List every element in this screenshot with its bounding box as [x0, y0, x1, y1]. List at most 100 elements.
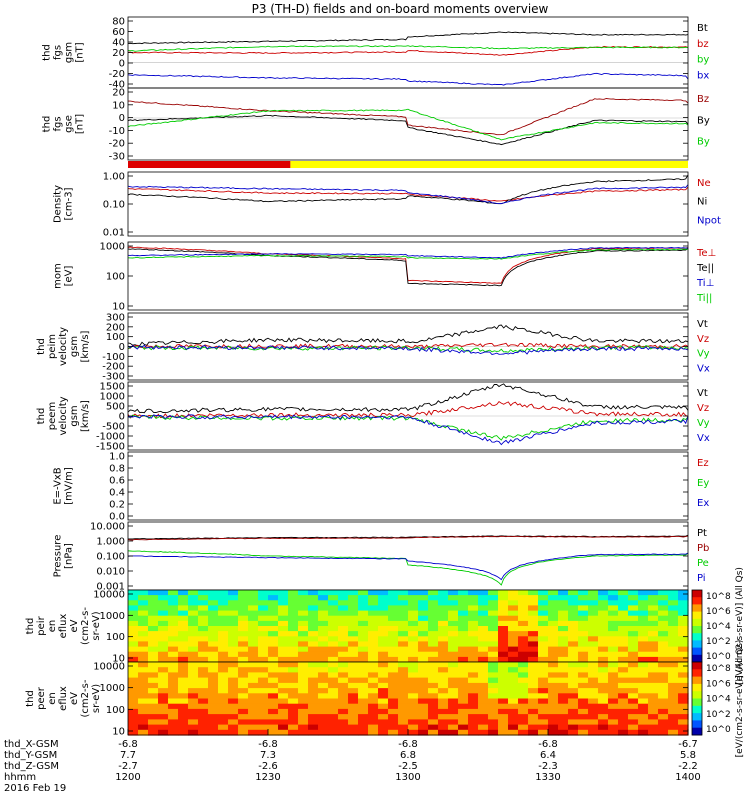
spectrogram-cell	[308, 641, 319, 648]
spectrogram-cell	[438, 667, 449, 673]
spectrogram-cell	[638, 662, 649, 668]
spectrogram-cell	[638, 631, 649, 637]
y-axis-label: gse	[64, 115, 75, 133]
y-axis-label: peim	[47, 334, 58, 359]
spectrogram-cell	[268, 724, 279, 731]
spectrogram-cell	[618, 610, 629, 617]
spectrogram-cell	[258, 714, 269, 720]
spectrogram-cell	[488, 662, 499, 668]
spectrogram-cell	[608, 651, 619, 658]
legend-label: Vy	[697, 418, 710, 429]
spectrogram-cell	[268, 656, 279, 663]
spectrogram-cell	[298, 600, 309, 606]
spectrogram-cell	[168, 714, 179, 720]
spectrogram-cell	[638, 698, 649, 705]
spectrogram-cell	[658, 677, 669, 684]
spectrogram-cell	[518, 600, 529, 606]
spectrogram-cell	[548, 724, 559, 731]
spectrogram-cell	[518, 662, 529, 668]
y-axis-label: fgs	[53, 116, 64, 131]
spectrogram-cell	[658, 662, 669, 668]
spectrogram-cell	[508, 636, 519, 642]
spectrogram-cell	[168, 651, 179, 658]
spectrogram-cell	[188, 656, 199, 663]
spectrogram-cell	[358, 714, 369, 720]
spectrogram-cell	[418, 719, 429, 726]
spectrogram-cell	[368, 698, 379, 705]
spectrogram-cell	[168, 719, 179, 726]
spectrogram-cell	[638, 605, 649, 612]
y-tick-label: 100	[106, 332, 125, 343]
spectrogram-cell	[508, 672, 519, 679]
spectrogram-cell	[188, 698, 199, 705]
spectrogram-cell	[208, 615, 219, 622]
spectrogram-cell	[448, 682, 459, 689]
spectrogram-cell	[618, 714, 629, 720]
spectrogram-cell	[468, 631, 479, 637]
spectrogram-cell	[358, 656, 369, 663]
spectrogram-cell	[318, 636, 329, 642]
spectrogram-cell	[378, 651, 389, 658]
spectrogram-cell	[228, 708, 239, 715]
colorbar-segment	[692, 647, 702, 656]
spectrogram-cell	[528, 641, 539, 648]
y-axis-label: [nT]	[75, 42, 86, 62]
spectrogram-cell	[218, 636, 229, 642]
spectrogram-cell	[178, 590, 189, 596]
spectrogram-cell	[588, 662, 599, 668]
spectrogram-cell	[558, 610, 569, 617]
spectrogram-cell	[458, 615, 469, 622]
spectrogram-cell	[358, 595, 369, 601]
spectrogram-cell	[188, 595, 199, 601]
spectrogram-cell	[608, 610, 619, 617]
spectrogram-cell	[498, 677, 509, 684]
spectrogram-cell	[538, 667, 549, 673]
spectrogram-cell	[398, 682, 409, 689]
spectrogram-cell	[218, 590, 229, 596]
spectrogram-cell	[468, 667, 479, 673]
spectrogram-cell	[158, 703, 169, 710]
spectrogram-cell	[438, 636, 449, 642]
spectrogram-cell	[518, 672, 529, 679]
spectrogram-cell	[238, 667, 249, 673]
spectrogram-cell	[588, 595, 599, 601]
spectrogram-cell	[398, 615, 409, 622]
x-tick-label: 1400	[675, 772, 700, 783]
spectrogram-cell	[668, 641, 679, 648]
spectrogram-cell	[578, 729, 589, 736]
spectrogram-cell	[268, 600, 279, 606]
spectrogram-cell	[678, 620, 689, 627]
x-tick-label: 1230	[255, 772, 280, 783]
spectrogram-cell	[428, 600, 439, 606]
spectrogram-cell	[548, 708, 559, 715]
spectrogram-cell	[678, 590, 689, 596]
spectrogram-cell	[488, 636, 499, 642]
spectrogram-cell	[468, 729, 479, 736]
series-line-vy	[127, 414, 689, 441]
spectrogram-cell	[518, 646, 529, 653]
spectrogram-cell	[498, 626, 509, 632]
legend-label: Vt	[697, 388, 708, 399]
spectrogram-cell	[228, 651, 239, 658]
spectrogram-cell	[208, 631, 219, 637]
spectrogram-cell	[518, 626, 529, 632]
spectrogram-cell	[348, 651, 359, 658]
spectrogram-cell	[658, 698, 669, 705]
spectrogram-cell	[518, 590, 529, 596]
spectrogram-cell	[238, 656, 249, 663]
spectrogram-cell	[178, 677, 189, 684]
spectrogram-cell	[418, 595, 429, 601]
y-tick-label: 1000	[100, 683, 125, 694]
spectrogram-cell	[208, 714, 219, 720]
spectrogram-cell	[368, 677, 379, 684]
spectrogram-cell	[598, 688, 609, 694]
spectrogram-cell	[538, 636, 549, 642]
spectrogram-cell	[268, 682, 279, 689]
spectrogram-cell	[288, 626, 299, 632]
spectrogram-cell	[288, 595, 299, 601]
legend-label: Ex	[697, 498, 709, 509]
spectrogram-cell	[428, 651, 439, 658]
spectrogram-cell	[488, 620, 499, 627]
y-tick-label: 100	[106, 272, 125, 283]
y-tick-label: 0	[119, 342, 125, 353]
